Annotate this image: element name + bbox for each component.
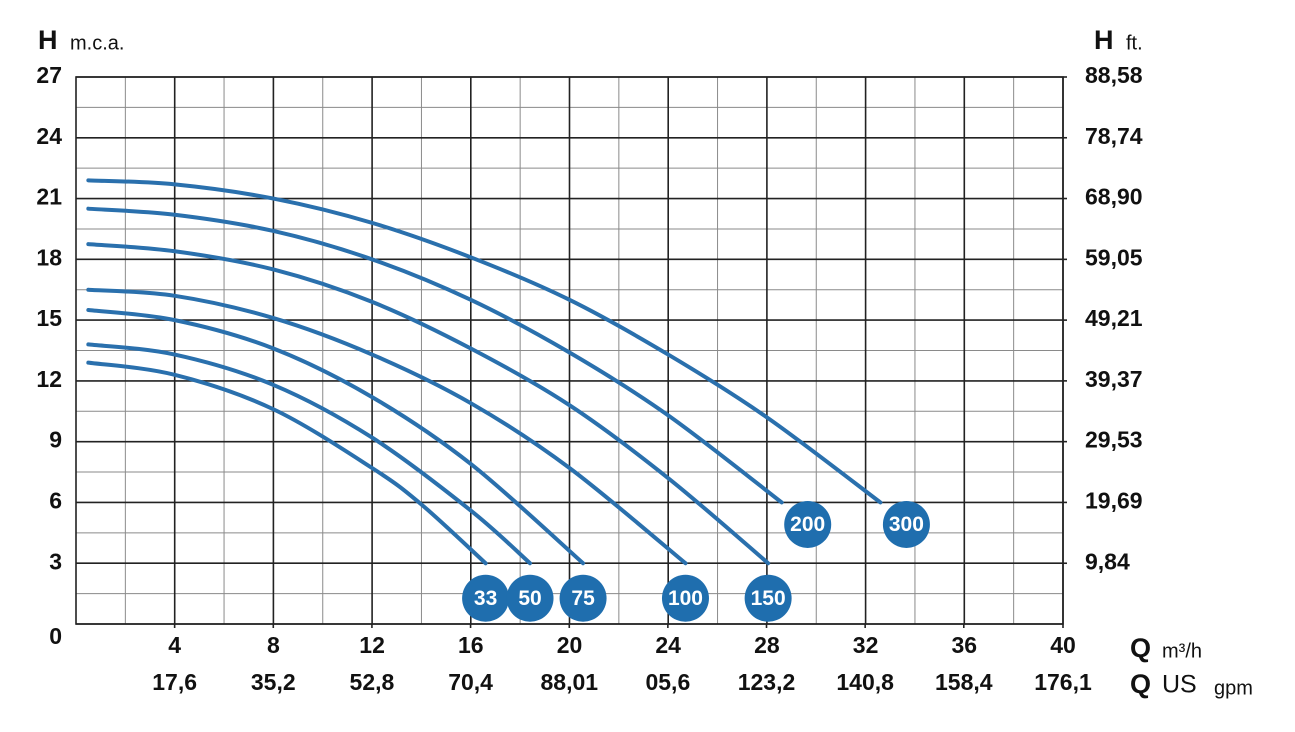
y-tick-label: 3 (49, 548, 62, 574)
y-axis-unit: m.c.a. (70, 32, 124, 54)
x-tick-label: 36 (952, 632, 978, 658)
y-tick-label: 9 (49, 427, 62, 453)
curve-badge (744, 574, 792, 622)
x2-tick-label: 70,4 (448, 669, 493, 695)
curve-badge (882, 500, 930, 548)
curve-label: 75 (571, 587, 595, 610)
curve-badge (462, 574, 510, 622)
y-tick-label: 12 (36, 366, 62, 392)
y-tick-label: 18 (36, 244, 62, 270)
y-tick-label: 15 (36, 305, 62, 331)
x2-tick-label: 158,4 (935, 669, 993, 695)
y-tick-label: 0 (49, 623, 62, 649)
x2-tick-label: 140,8 (836, 669, 894, 695)
y2-axis-unit: ft. (1126, 32, 1143, 54)
curve-label: 150 (751, 587, 786, 610)
x-tick-label: 12 (359, 632, 385, 658)
pump-curve (86, 178, 883, 505)
x2-tick-label: 35,2 (251, 669, 296, 695)
pump-curve (86, 242, 771, 566)
x-tick-label: 28 (754, 632, 780, 658)
y2-tick-label: 39,37 (1085, 366, 1143, 392)
x-tick-label: 4 (168, 632, 181, 658)
x-tick-label: 20 (557, 632, 583, 658)
pump-curve (86, 287, 688, 566)
y-tick-label: 21 (36, 184, 62, 210)
x-tick-label: 32 (853, 632, 879, 658)
y2-tick-label: 19,69 (1085, 487, 1143, 513)
curve-badge (661, 574, 709, 622)
curve-label: 33 (474, 587, 497, 610)
y2-tick-label: 68,90 (1085, 184, 1143, 210)
x-axis-symbol: Q (1130, 633, 1151, 663)
y2-tick-label: 29,53 (1085, 427, 1143, 453)
x2-tick-label: 123,2 (738, 669, 796, 695)
x-tick-label: 40 (1050, 632, 1076, 658)
x2-axis-symbol: Q (1130, 669, 1151, 699)
curve-badge (784, 500, 832, 548)
y-axis-symbol: H (38, 25, 58, 55)
y2-tick-label: 49,21 (1085, 305, 1143, 331)
x-tick-label: 16 (458, 632, 484, 658)
x2-tick-label: 52,8 (350, 669, 395, 695)
x-tick-label: 24 (655, 632, 681, 658)
y-tick-label: 27 (36, 62, 62, 88)
curve-label: 50 (518, 587, 541, 610)
curve-badge (506, 574, 554, 622)
y2-axis-symbol: H (1094, 25, 1114, 55)
x-tick-label: 8 (267, 632, 280, 658)
curve-badge (559, 574, 607, 622)
x2-tick-label: 176,1 (1034, 669, 1092, 695)
x2-axis-unit: US (1162, 671, 1197, 699)
pump-curve (86, 342, 533, 566)
x2-tick-label: 05,6 (645, 669, 690, 695)
y2-tick-label: 9,84 (1085, 548, 1130, 574)
curve-label: 300 (889, 513, 924, 536)
curve-label: 200 (790, 513, 825, 536)
y2-tick-label: 78,74 (1085, 123, 1143, 149)
y2-tick-label: 59,05 (1085, 244, 1143, 270)
pump-curve (86, 307, 586, 566)
x-axis-unit: m³/h (1162, 640, 1202, 662)
x2-tick-label: 88,01 (540, 669, 598, 695)
pump-curve (86, 206, 784, 505)
curve-label: 100 (668, 587, 703, 610)
y2-tick-label: 88,58 (1085, 62, 1143, 88)
pump-curve (86, 360, 488, 566)
y-tick-label: 24 (36, 123, 62, 149)
x2-tick-label: 17,6 (152, 669, 197, 695)
x2-axis-unit-suffix: gpm (1214, 677, 1253, 699)
axis-titles: H m.c.a. H ft. Q m³/h Q US gpm (38, 25, 1253, 699)
y-tick-label: 6 (49, 488, 62, 514)
